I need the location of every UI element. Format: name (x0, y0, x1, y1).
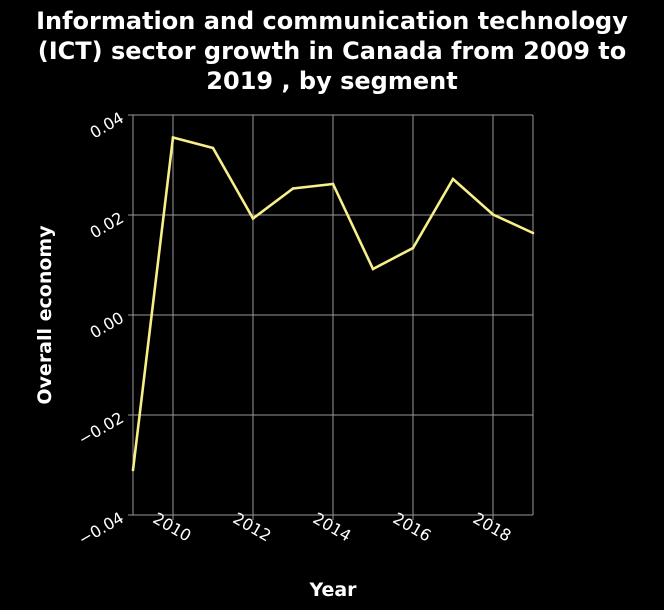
y-tick-label: 0.02 (87, 208, 127, 242)
series-group (131, 135, 535, 472)
x-tick-label: 2012 (230, 509, 275, 546)
y-tick-label: 0.04 (87, 108, 127, 142)
y-tick-label: 0.00 (87, 308, 127, 342)
data-point (331, 182, 335, 186)
chart-title-line-1: Information and communication technology (36, 7, 628, 35)
data-point (251, 217, 255, 220)
x-axis-ticks: 2010 2012 2014 2016 2018 (150, 509, 515, 546)
data-point (211, 146, 215, 150)
data-point (171, 136, 175, 139)
data-point (531, 231, 535, 235)
data-point (371, 267, 375, 271)
data-point (131, 468, 135, 472)
x-tick-label: 2014 (310, 509, 355, 546)
data-point (491, 213, 495, 216)
chart-title-line-3: 2019 , by segment (206, 67, 458, 95)
data-point (411, 246, 415, 250)
y-axis-ticks: −0.04 −0.02 0.00 0.02 0.04 (75, 108, 133, 549)
y-tick-label: −0.02 (75, 408, 127, 449)
y-axis-label: Overall economy (34, 225, 56, 405)
data-point (291, 187, 295, 190)
chart-title-line-2: (ICT) sector growth in Canada from 2009 … (37, 37, 627, 65)
y-tick-label: −0.04 (75, 508, 127, 549)
x-tick-label: 2018 (470, 509, 515, 546)
chart-title: Information and communication technology… (0, 6, 664, 96)
data-point (451, 177, 455, 181)
grid-lines (132, 114, 534, 516)
x-tick-label: 2016 (390, 509, 435, 546)
x-axis-label: Year (308, 579, 357, 601)
x-tick-label: 2010 (150, 509, 195, 546)
